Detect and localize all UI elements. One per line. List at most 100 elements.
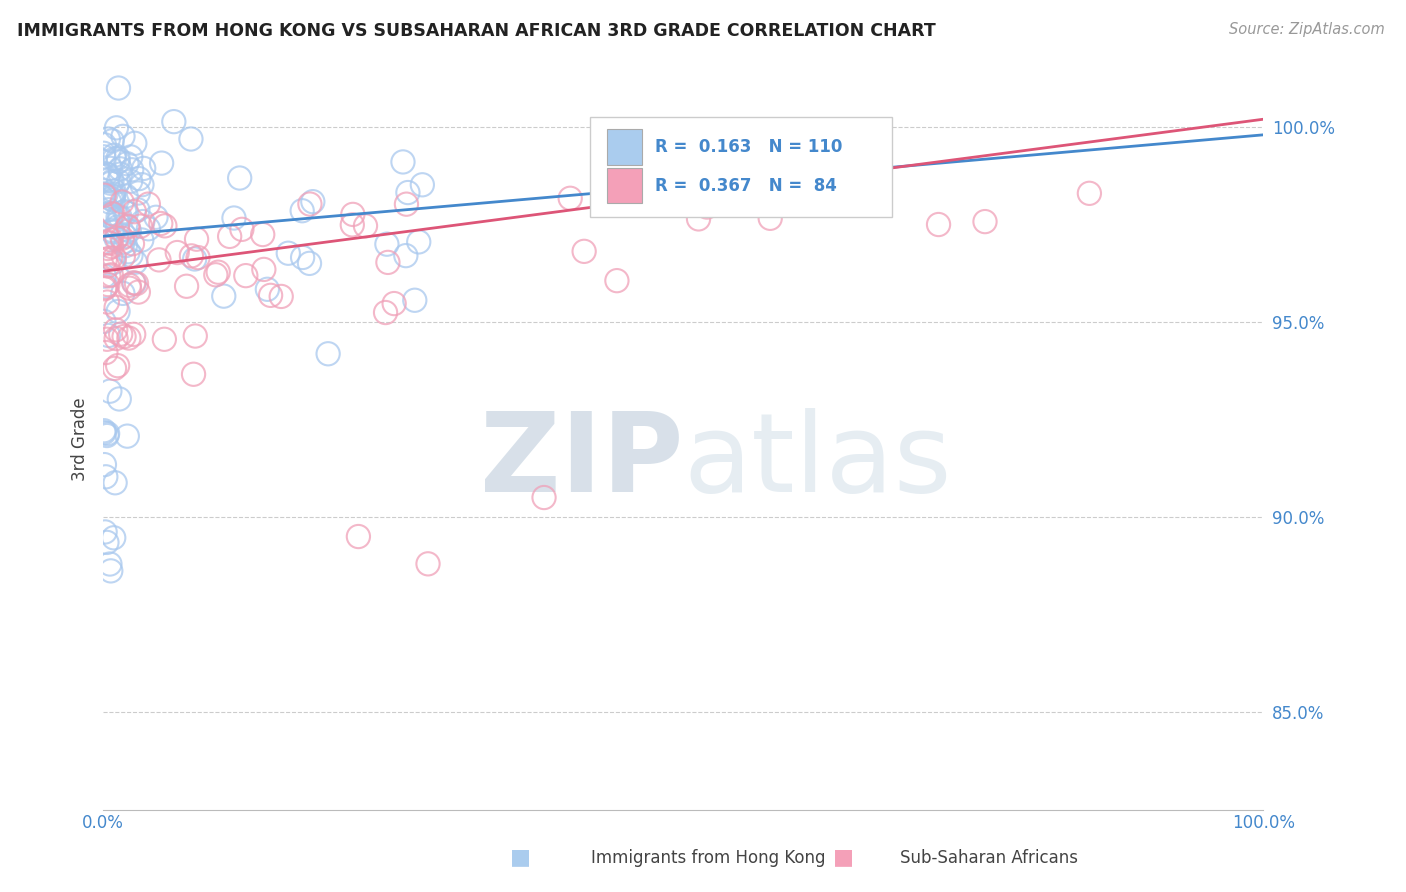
Point xyxy=(122,276,145,290)
Point xyxy=(103,361,125,376)
Point xyxy=(108,161,131,176)
Point xyxy=(218,229,240,244)
Point xyxy=(100,239,122,253)
Point xyxy=(103,148,125,162)
Point xyxy=(108,210,131,224)
Point xyxy=(104,475,127,490)
Point xyxy=(97,173,120,187)
Point xyxy=(105,331,128,345)
Point xyxy=(117,429,139,443)
Point xyxy=(180,249,202,263)
Point xyxy=(572,244,595,259)
Point xyxy=(204,268,226,282)
Point xyxy=(111,286,134,301)
Point xyxy=(104,323,127,337)
Point xyxy=(186,232,208,246)
Point xyxy=(127,186,149,200)
Point xyxy=(120,248,142,262)
Point xyxy=(187,251,209,265)
Point xyxy=(125,277,148,291)
Point xyxy=(118,281,141,295)
Point xyxy=(107,81,129,95)
Point xyxy=(560,191,582,205)
Point xyxy=(100,268,122,282)
Point xyxy=(111,194,134,209)
Point xyxy=(94,252,117,267)
Text: Immigrants from Hong Kong: Immigrants from Hong Kong xyxy=(591,849,825,867)
Point xyxy=(98,236,121,251)
Point xyxy=(93,186,115,201)
Point xyxy=(118,331,141,345)
Text: ■: ■ xyxy=(834,847,853,867)
Point xyxy=(96,428,118,442)
Point xyxy=(124,136,146,151)
Point xyxy=(105,231,128,245)
Point xyxy=(127,285,149,299)
Point xyxy=(115,189,138,203)
Point xyxy=(114,204,136,219)
Text: ■: ■ xyxy=(510,847,530,867)
Point xyxy=(408,235,430,249)
Point xyxy=(120,150,142,164)
Point xyxy=(117,219,139,233)
Point xyxy=(342,207,364,221)
Point xyxy=(101,174,124,188)
Point xyxy=(94,470,117,484)
Point xyxy=(93,269,115,284)
Point xyxy=(291,203,314,218)
Point xyxy=(107,151,129,165)
Point xyxy=(166,245,188,260)
Point xyxy=(96,535,118,549)
Point xyxy=(120,174,142,188)
Bar xyxy=(607,168,641,203)
Point xyxy=(354,219,377,233)
Point xyxy=(153,219,176,233)
Point xyxy=(298,256,321,270)
Point xyxy=(103,184,125,198)
Point xyxy=(180,132,202,146)
Point xyxy=(396,186,419,200)
Point xyxy=(301,194,323,209)
Point xyxy=(93,137,115,152)
Point xyxy=(93,184,115,198)
Point xyxy=(145,211,167,225)
Point xyxy=(163,114,186,128)
Point xyxy=(138,221,160,235)
Point xyxy=(93,150,115,164)
Point xyxy=(97,132,120,146)
Point xyxy=(103,255,125,269)
Text: ZIP: ZIP xyxy=(479,408,683,515)
Point xyxy=(107,154,129,169)
Point xyxy=(112,329,135,343)
Point xyxy=(131,233,153,247)
Point xyxy=(974,214,997,228)
Point xyxy=(98,384,121,399)
Point xyxy=(375,237,398,252)
Point xyxy=(121,162,143,177)
Point xyxy=(94,187,117,202)
Point xyxy=(94,211,117,226)
Point xyxy=(100,233,122,247)
Point xyxy=(382,296,405,310)
Point xyxy=(94,345,117,359)
Point xyxy=(149,217,172,231)
Point xyxy=(97,202,120,217)
Point xyxy=(107,304,129,318)
Point xyxy=(94,279,117,293)
Point xyxy=(107,220,129,235)
Point xyxy=(93,188,115,202)
Point xyxy=(97,235,120,250)
Point xyxy=(97,277,120,292)
Point xyxy=(103,152,125,166)
Point xyxy=(374,305,396,319)
Point xyxy=(96,332,118,346)
Point xyxy=(101,225,124,239)
Point xyxy=(122,277,145,291)
Point xyxy=(207,265,229,279)
Text: atlas: atlas xyxy=(683,408,952,515)
Point xyxy=(97,209,120,223)
Point xyxy=(291,251,314,265)
Point xyxy=(107,216,129,230)
Point xyxy=(101,134,124,148)
Point xyxy=(131,178,153,192)
